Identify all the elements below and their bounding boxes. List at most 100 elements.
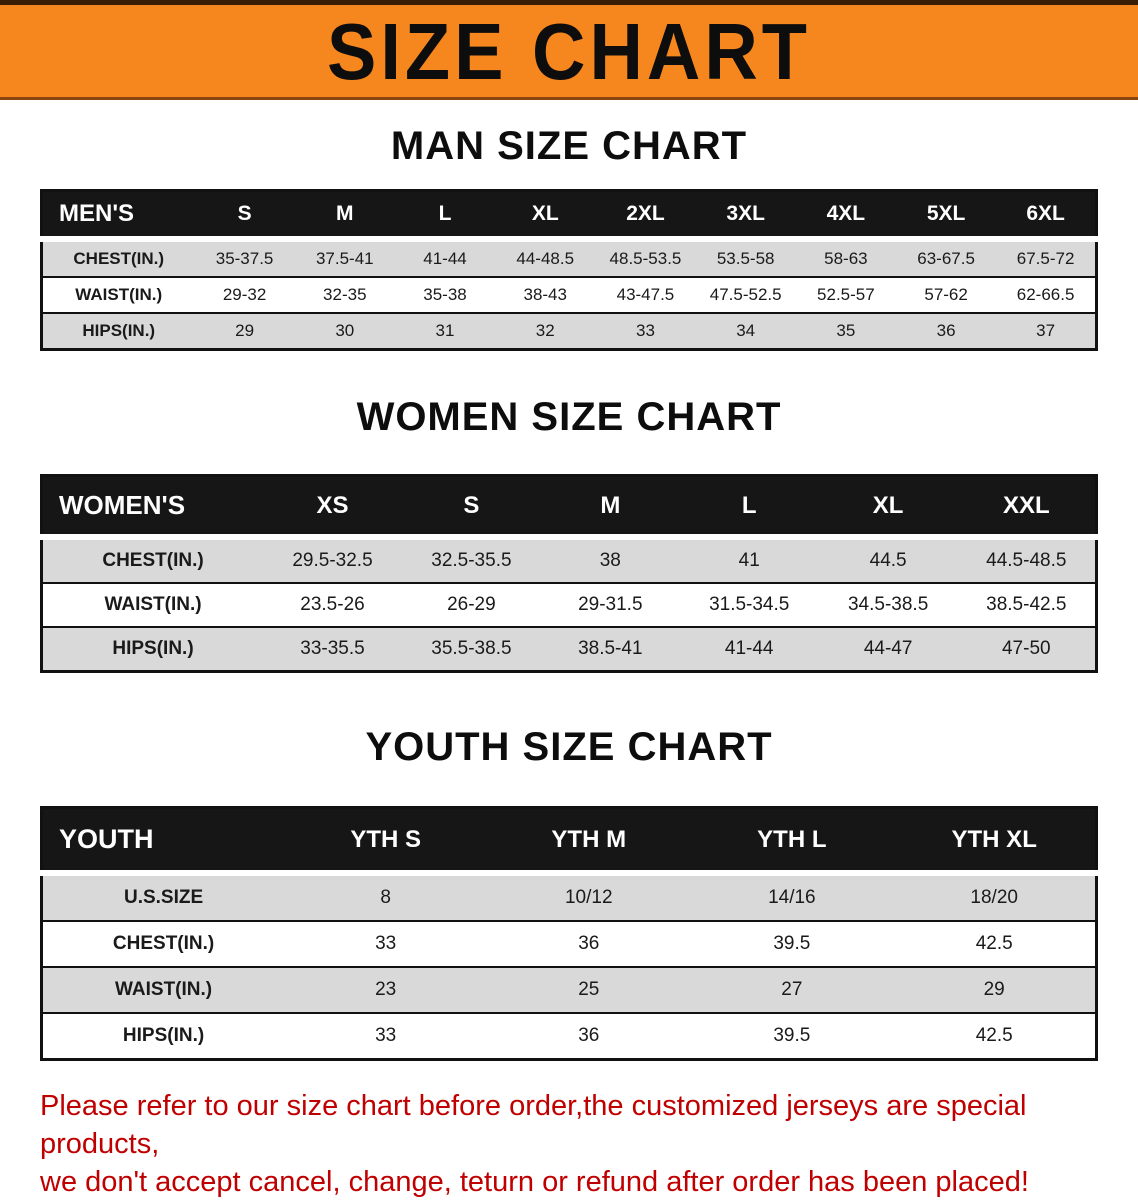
cell-value: 47-50 <box>1001 638 1051 659</box>
size-column-header: S <box>463 491 480 519</box>
cell-value: 29 <box>983 979 1005 1000</box>
cell-value: 37 <box>1036 321 1056 340</box>
table-row: CHEST(IN.) 29.5-32.5 32.5-35.5 38 41 44.5 44.5… <box>41 537 1097 583</box>
cell-value: 44-48.5 <box>516 249 575 268</box>
size-column-header: YTH S <box>350 825 422 853</box>
row-label: WAIST(IN.) <box>115 979 213 1000</box>
youth-section-heading: YOUTH SIZE CHART <box>365 725 773 769</box>
table-row: U.S.SIZE 8 10/12 14/16 18/20 <box>41 873 1097 921</box>
row-label: U.S.SIZE <box>123 887 204 908</box>
cell-value: 38 <box>599 550 621 571</box>
cell-value: 67.5-72 <box>1016 249 1075 268</box>
notice-line-1: Please refer to our size chart before or… <box>40 1090 1027 1160</box>
cell-value: 8 <box>380 887 391 908</box>
cell-value: 36 <box>578 933 600 954</box>
table-header-row: MEN'S S M L XL 2XL 3XL 4XL 5XL 6XL <box>41 190 1097 239</box>
table-row: HIPS(IN.) 29 30 31 32 33 34 35 36 37 <box>41 313 1097 350</box>
cell-value: 57-62 <box>924 285 968 304</box>
cell-value: 63-67.5 <box>917 249 975 268</box>
cell-value: 52.5-57 <box>817 285 875 304</box>
table-row: CHEST(IN.) 35-37.5 37.5-41 41-44 44-48.5 48.5… <box>41 239 1097 277</box>
table-body: CHEST(IN.) 29.5-32.5 32.5-35.5 38 41 44.5 44.5… <box>41 537 1097 672</box>
cell-value: 38.5-41 <box>578 638 643 659</box>
cell-value: 27 <box>781 979 803 1000</box>
cell-value: 31 <box>435 321 455 340</box>
size-column-header: XXL <box>1002 491 1050 519</box>
size-column-header: M <box>600 491 621 519</box>
size-column-header: M <box>336 202 354 225</box>
row-label: WAIST(IN.) <box>104 594 202 615</box>
table-row: HIPS(IN.) 33-35.5 35.5-38.5 38.5-41 41-44 44-… <box>41 627 1097 672</box>
size-column-header: 2XL <box>626 202 665 225</box>
cell-value: 42.5 <box>975 933 1013 954</box>
women-section-heading: WOMEN SIZE CHART <box>356 395 782 439</box>
cell-value: 38-43 <box>523 285 567 304</box>
cell-value: 32 <box>535 321 555 340</box>
table-row: HIPS(IN.) 33 36 39.5 42.5 <box>41 1013 1097 1060</box>
cell-value: 32-35 <box>323 285 367 304</box>
cell-value: 30 <box>335 321 355 340</box>
table-row: WAIST(IN.) 23 25 27 29 <box>41 967 1097 1013</box>
youth-table-wrap: YOUTH YTH S YTH M YTH L YTH XL U.S.SIZE 8 10/12… <box>40 806 1098 1061</box>
cell-value: 36 <box>936 321 956 340</box>
row-label: CHEST(IN.) <box>112 933 215 954</box>
youth-size-table: YOUTH YTH S YTH M YTH L YTH XL U.S.SIZE 8 10/12… <box>40 806 1098 1061</box>
row-label: HIPS(IN.) <box>122 1025 205 1046</box>
size-column-header: 5XL <box>926 202 966 225</box>
cell-value: 10/12 <box>564 887 613 908</box>
cell-value: 32.5-35.5 <box>431 550 512 571</box>
cell-value: 25 <box>578 979 600 1000</box>
size-column-header: S <box>237 202 252 225</box>
men-section-heading: MAN SIZE CHART <box>390 124 748 168</box>
page-title: SIZE CHART <box>327 6 811 96</box>
size-column-header: L <box>438 202 452 225</box>
cell-value: 33 <box>375 933 397 954</box>
cell-value: 41 <box>738 550 760 571</box>
size-column-header: 4XL <box>826 202 866 225</box>
cell-value: 29-32 <box>222 285 267 304</box>
size-column-header: L <box>741 491 757 519</box>
cell-value: 33-35.5 <box>300 638 365 659</box>
women-size-table: WOMEN'S XS S M L XL XXL CHEST(IN.) 29.5-32.5 32.5… <box>40 474 1098 673</box>
cell-value: 29-31.5 <box>578 594 643 615</box>
cell-value: 39.5 <box>773 1025 811 1046</box>
cell-value: 41-44 <box>423 249 467 268</box>
table-row: WAIST(IN.) 23.5-26 26-29 29-31.5 31.5-34.5 34… <box>41 583 1097 627</box>
cell-value: 29 <box>235 321 255 340</box>
size-column-header: 3XL <box>726 202 765 225</box>
table-header-row: YOUTH YTH S YTH M YTH L YTH XL <box>41 807 1097 873</box>
row-label: CHEST(IN.) <box>73 249 165 268</box>
table-header-row: WOMEN'S XS S M L XL XXL <box>41 475 1097 537</box>
row-label: HIPS(IN.) <box>82 321 156 340</box>
cell-value: 39.5 <box>773 933 811 954</box>
cell-value: 33 <box>375 1025 397 1046</box>
size-column-header: YTH L <box>757 825 827 853</box>
notice-line-2: we don't accept cancel, change, teturn o… <box>40 1166 1029 1198</box>
cell-value: 44-47 <box>863 638 913 659</box>
men-size-table: MEN'S S M L XL 2XL 3XL 4XL 5XL 6XL CHEST(IN.) 35-37… <box>40 189 1098 351</box>
cell-value: 38.5-42.5 <box>986 594 1067 615</box>
cell-value: 34 <box>736 321 756 340</box>
banner: SIZE CHART <box>0 0 1138 100</box>
cell-value: 43-47.5 <box>616 285 675 304</box>
table-body: CHEST(IN.) 35-37.5 37.5-41 41-44 44-48.5 48.5… <box>41 239 1097 350</box>
size-column-header: 6XL <box>1026 202 1065 225</box>
cell-value: 42.5 <box>975 1025 1013 1046</box>
row-label: CHEST(IN.) <box>102 550 204 571</box>
table-row: CHEST(IN.) 33 36 39.5 42.5 <box>41 921 1097 967</box>
cell-value: 35 <box>836 321 856 340</box>
cell-value: 35-38 <box>423 285 467 304</box>
cell-value: 47.5-52.5 <box>709 285 782 304</box>
cell-value: 62-66.5 <box>1016 285 1075 304</box>
cell-value: 44.5-48.5 <box>986 550 1067 571</box>
men-table-wrap: MEN'S S M L XL 2XL 3XL 4XL 5XL 6XL CHEST(IN.) 35-37… <box>40 189 1098 351</box>
table-corner-label: WOMEN'S <box>59 490 186 520</box>
cell-value: 35.5-38.5 <box>431 638 512 659</box>
table-corner-label: YOUTH <box>59 824 154 854</box>
section-youth: YOUTH SIZE CHART YOUTH YTH S YTH M YTH L YTH… <box>0 725 1138 1061</box>
size-column-header: YTH XL <box>951 825 1037 853</box>
cell-value: 41-44 <box>724 638 774 659</box>
row-label: WAIST(IN.) <box>75 285 163 304</box>
cell-value: 37.5-41 <box>315 249 374 268</box>
